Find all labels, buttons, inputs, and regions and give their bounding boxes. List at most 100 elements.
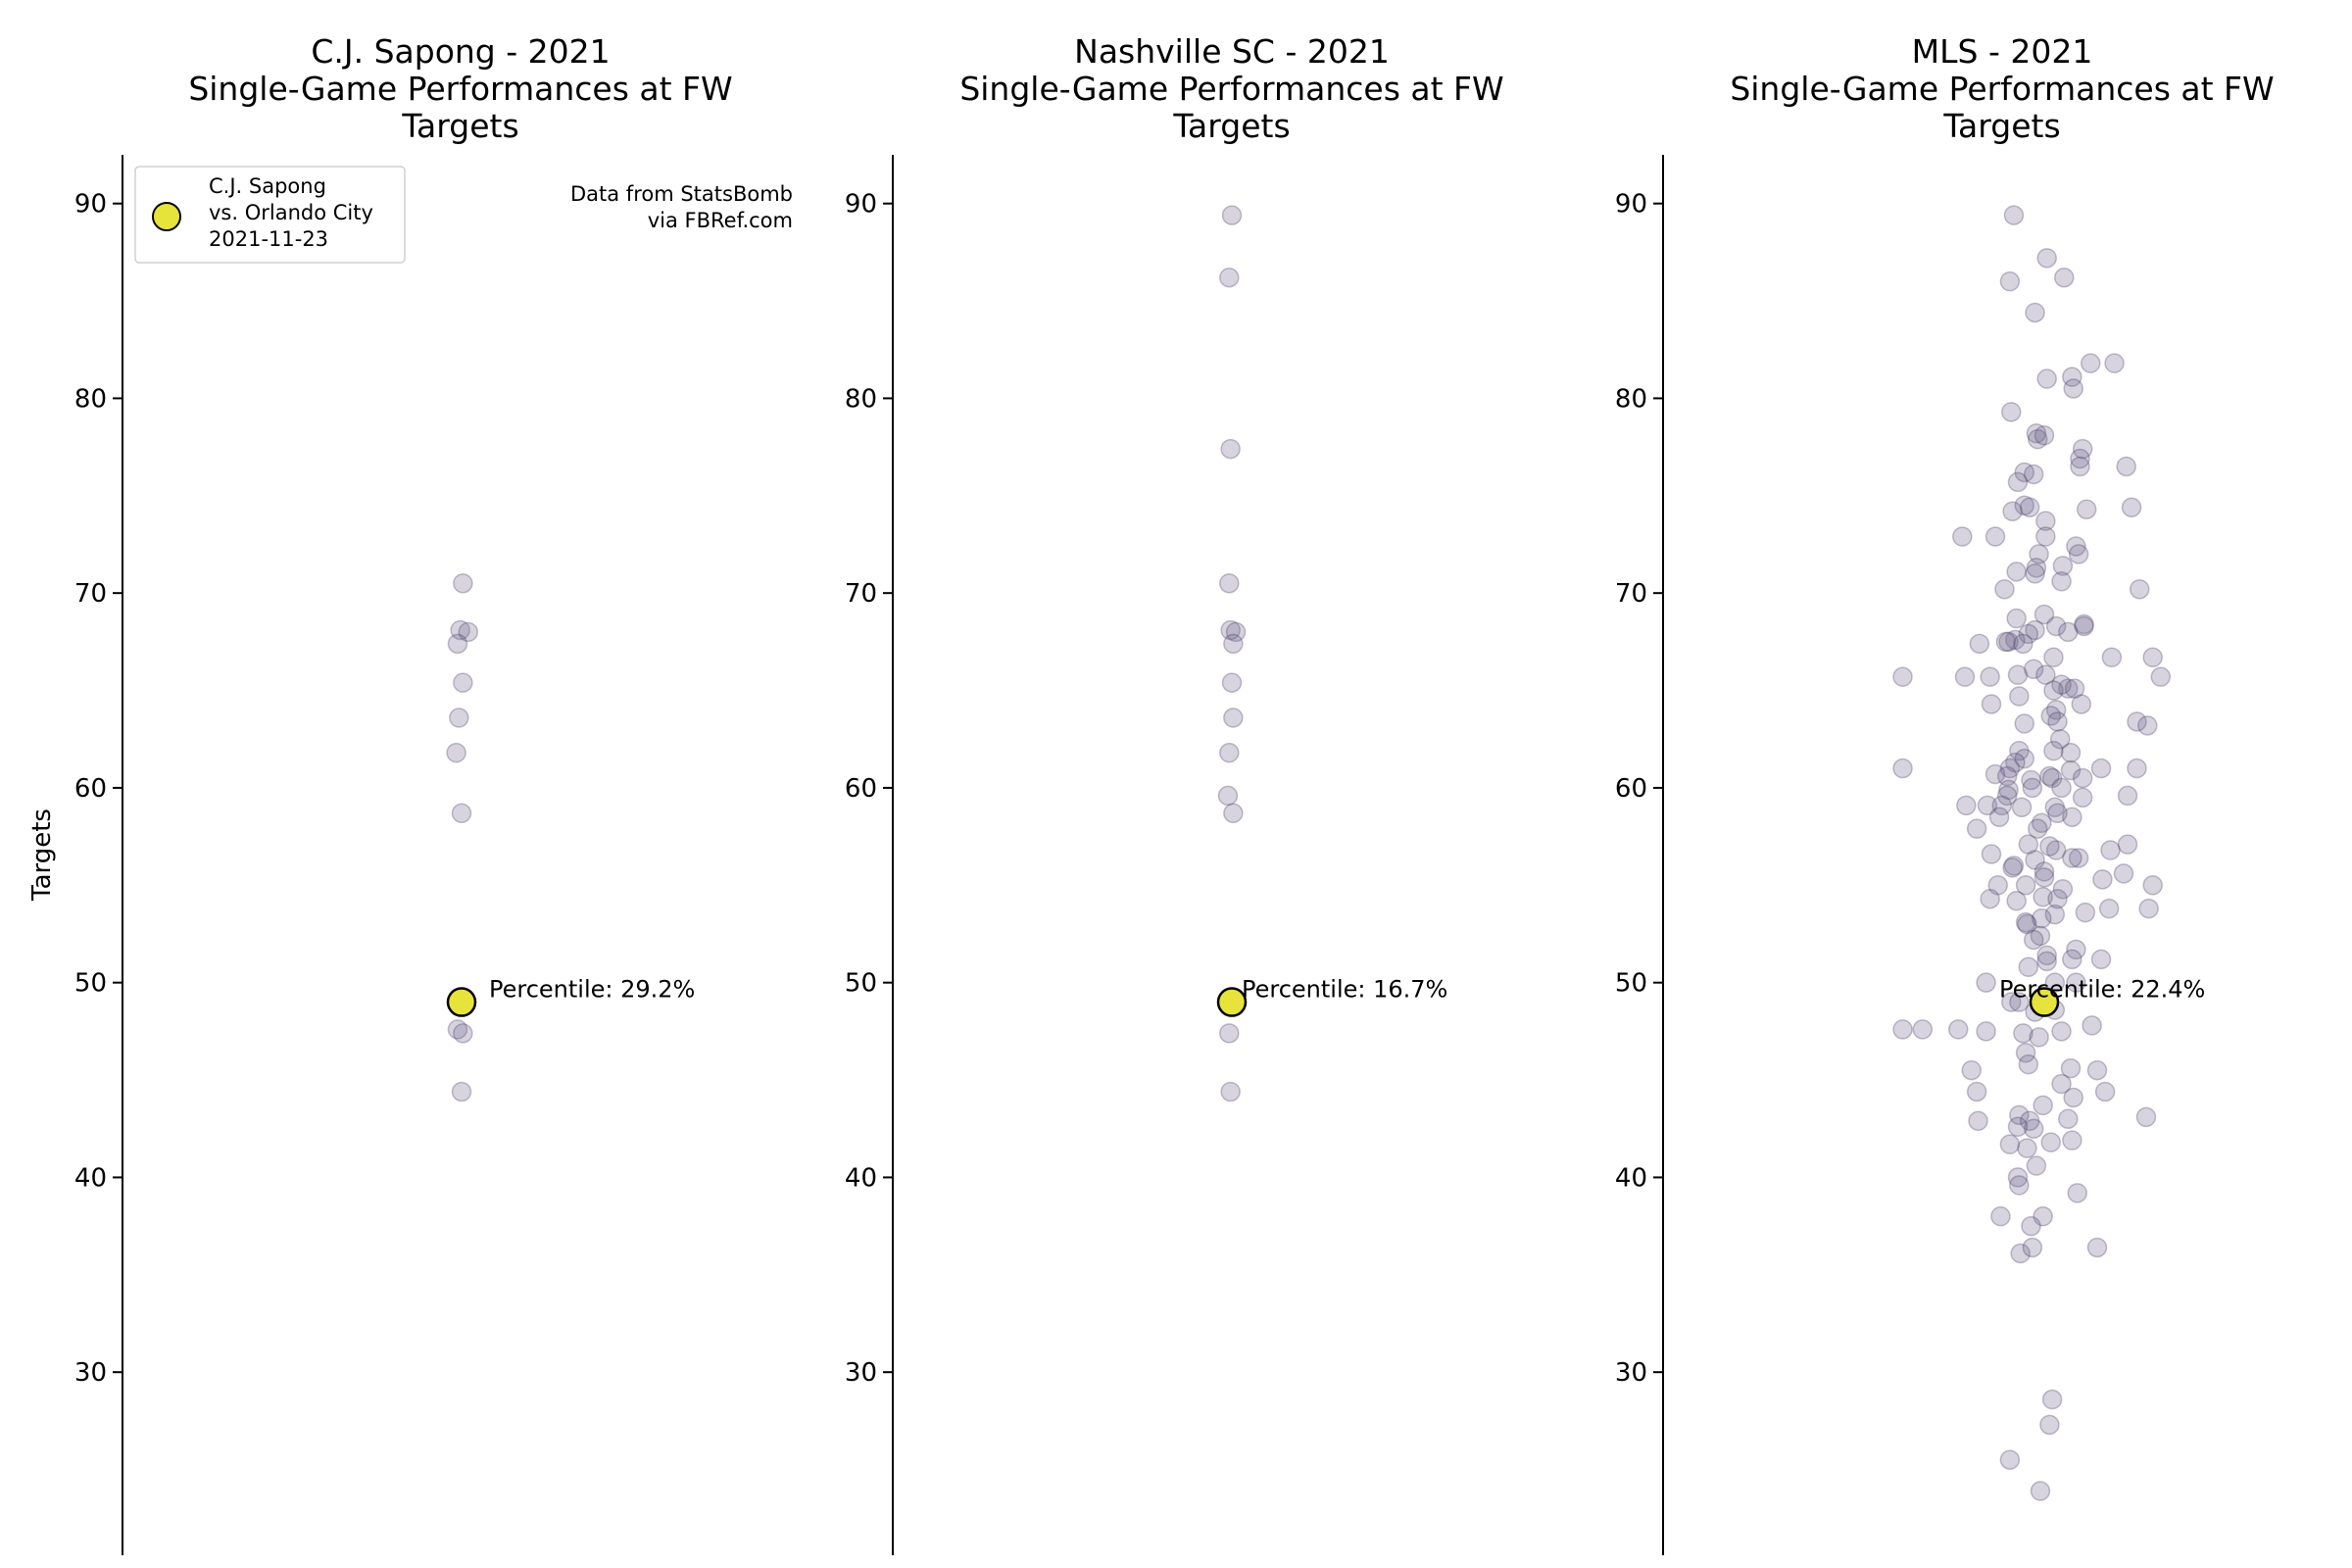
panel-title-line: Single-Game Performances at FW (188, 70, 732, 108)
data-point (2009, 992, 2030, 1012)
data-point (2039, 836, 2060, 857)
data-point (2072, 767, 2093, 789)
data-point (1999, 1449, 2021, 1470)
data-point (1998, 631, 2019, 653)
data-point (2035, 664, 2056, 685)
data-point (2007, 664, 2029, 685)
data-point (1219, 742, 1240, 763)
data-point (2092, 869, 2113, 890)
data-point (1996, 785, 2018, 807)
data-point (2082, 1015, 2102, 1036)
data-point (2040, 706, 2061, 726)
data-point (1219, 572, 1240, 594)
data-point (2054, 267, 2075, 288)
data-point (2062, 949, 2082, 970)
y-tick-label: 70 (845, 579, 877, 609)
data-point (1994, 578, 2015, 600)
data-point (1221, 205, 1243, 225)
y-tick-label: 50 (74, 969, 107, 999)
data-point (2021, 1215, 2041, 1237)
data-point (2025, 850, 2045, 870)
data-point (2060, 760, 2082, 781)
data-point (2076, 499, 2097, 519)
panel-title-line: MLS - 2021 (1912, 32, 2093, 71)
data-point (1219, 1023, 1240, 1044)
data-point (2014, 713, 2034, 734)
data-point (2003, 205, 2025, 225)
data-point (453, 672, 473, 693)
data-point (2009, 740, 2030, 761)
data-point (2045, 615, 2067, 637)
data-point (1977, 795, 1998, 816)
data-point (2090, 758, 2112, 779)
data-point (2129, 578, 2150, 600)
data-point (2070, 448, 2090, 469)
data-point (2007, 1116, 2029, 1138)
data-point (458, 621, 478, 643)
data-point (2058, 621, 2079, 643)
data-point (2007, 471, 2029, 493)
data-point (2009, 686, 2030, 707)
plot-area: 30 40 50 60 70 80 90 Percentile: 22.4% (1615, 155, 2205, 1555)
data-point (2047, 711, 2068, 732)
data-point (1219, 267, 1240, 288)
y-tick-label: 80 (1615, 384, 1647, 414)
data-point (1948, 1019, 1969, 1040)
data-point (2040, 1132, 2061, 1152)
data-point (1220, 1081, 1241, 1102)
data-point (2066, 939, 2086, 960)
data-point (2014, 748, 2034, 769)
y-tick-label: 30 (1615, 1358, 1647, 1388)
percentile-label: Percentile: 22.4% (1999, 976, 2205, 1004)
data-point (2023, 464, 2044, 485)
data-point (1976, 972, 1996, 993)
data-point (1996, 765, 2018, 787)
legend-label-line: vs. Orlando City (209, 201, 373, 224)
data-point (1981, 694, 2002, 714)
y-tick-label: 50 (845, 969, 877, 999)
data-point (447, 1019, 468, 1040)
data-point (1912, 1019, 1934, 1040)
data-point (451, 1081, 472, 1102)
data-point (2023, 1118, 2044, 1139)
y-tick-label: 60 (74, 774, 107, 804)
data-point (2041, 767, 2063, 789)
data-point (1954, 666, 1976, 687)
data-point (2047, 888, 2068, 909)
data-point (2021, 769, 2041, 791)
data-point (2001, 992, 2022, 1012)
y-tick-label: 40 (845, 1163, 877, 1193)
data-point (2034, 861, 2055, 882)
y-tick-label: 80 (845, 384, 877, 414)
data-point (1995, 631, 2017, 653)
data-point (2036, 248, 2057, 269)
data-point (2043, 680, 2064, 701)
data-point (2036, 368, 2057, 389)
legend-label-line: C.J. Sapong (209, 174, 326, 198)
data-point (2062, 848, 2082, 868)
panel-title-line: Targets (401, 107, 518, 145)
data-point (2138, 898, 2159, 919)
data-point (1221, 672, 1243, 693)
percentile-label: Percentile: 16.7% (1242, 976, 1447, 1004)
data-point (2006, 562, 2027, 582)
data-point (2022, 1237, 2043, 1258)
data-point (1980, 888, 2000, 909)
data-point (1956, 795, 1977, 816)
data-point (1892, 1019, 1913, 1040)
data-point (2015, 911, 2036, 933)
data-point (1968, 1110, 1988, 1132)
data-point (2018, 834, 2039, 855)
data-point (2043, 647, 2064, 668)
data-point (2043, 740, 2064, 761)
data-point (2051, 674, 2072, 695)
data-point (2058, 1108, 2079, 1130)
data-point (2035, 526, 2056, 547)
data-point (2117, 834, 2138, 855)
y-tick-label: 40 (74, 1163, 107, 1193)
data-point (2047, 803, 2068, 824)
data-point (2052, 556, 2074, 576)
data-point (2026, 1155, 2047, 1176)
panel-title-line: Single-Game Performances at FW (1730, 70, 2274, 108)
data-point (2117, 785, 2138, 807)
